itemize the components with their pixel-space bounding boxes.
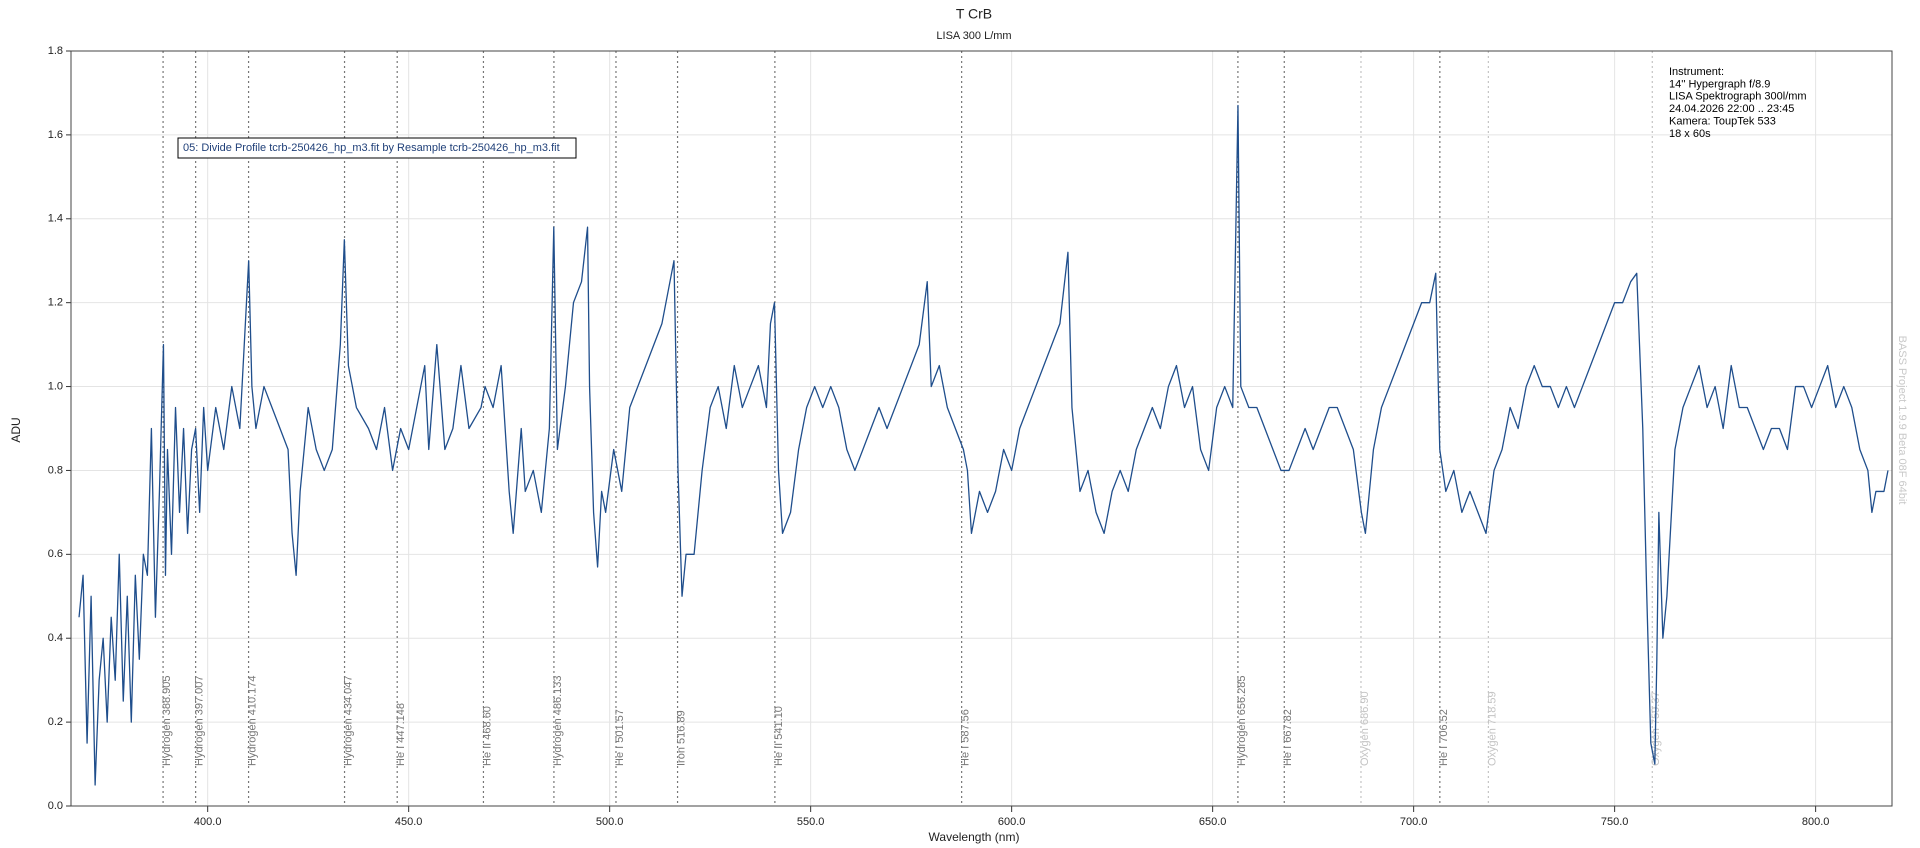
x-tick-label: 600.0 bbox=[998, 816, 1026, 828]
x-tick-label: 800.0 bbox=[1802, 816, 1830, 828]
y-tick-label: 0.2 bbox=[48, 716, 63, 728]
x-tick-label: 450.0 bbox=[395, 816, 423, 828]
info-line: Instrument: bbox=[1669, 66, 1724, 78]
y-tick-label: 0.4 bbox=[48, 632, 63, 644]
line-marker-label: Hydrogen 410.174 bbox=[246, 675, 258, 766]
annotation-box bbox=[177, 137, 577, 159]
y-tick-label: 0.0 bbox=[48, 800, 63, 812]
line-marker-label: Hydrogen 486.133 bbox=[552, 675, 564, 766]
line-marker-label: He I 667.82 bbox=[1282, 709, 1294, 766]
line-marker-label: Oxygen 718.59 bbox=[1486, 691, 1498, 766]
line-marker-label: Iron 516.89 bbox=[675, 710, 687, 766]
plot-frame bbox=[70, 50, 1893, 807]
x-tick-label: 650.0 bbox=[1199, 816, 1227, 828]
line-marker-label: He II 468.60 bbox=[481, 706, 493, 766]
x-tick-label: 750.0 bbox=[1601, 816, 1629, 828]
line-marker-label: Oxygen 686.90 bbox=[1359, 691, 1371, 766]
info-line: 14'' Hypergraph f/8.9 bbox=[1669, 78, 1770, 90]
info-line: LISA Spektrograph 300l/mm bbox=[1669, 91, 1807, 103]
x-tick-label: 500.0 bbox=[596, 816, 624, 828]
line-marker-label: Hydrogen 388.905 bbox=[161, 675, 173, 766]
line-marker-label: Hydrogen 656.285 bbox=[1236, 675, 1248, 766]
line-marker-label: Hydrogen 397.007 bbox=[194, 675, 206, 766]
x-tick-label: 400.0 bbox=[194, 816, 222, 828]
y-tick-label: 1.6 bbox=[48, 129, 63, 141]
x-tick-label: 700.0 bbox=[1400, 816, 1428, 828]
y-tick-label: 1.2 bbox=[48, 297, 63, 309]
info-line: Kamera: ToupTek 533 bbox=[1669, 116, 1776, 128]
line-marker-label: He II 541.10 bbox=[773, 706, 785, 766]
y-axis-label: ADU bbox=[9, 417, 23, 442]
y-tick-label: 0.8 bbox=[48, 464, 63, 476]
chart-subtitle: LISA 300 L/mm bbox=[936, 30, 1011, 42]
y-tick-label: 0.6 bbox=[48, 548, 63, 560]
chart-title: T CrB bbox=[956, 6, 992, 22]
y-tick-label: 1.8 bbox=[48, 45, 63, 57]
line-marker-label: Hydrogen 434.047 bbox=[342, 675, 354, 766]
spectrum-line bbox=[78, 104, 1889, 786]
line-marker-label: He I 706.52 bbox=[1438, 709, 1450, 766]
watermark: BASS Project 1.9.9 Beta 08F 64bit bbox=[1896, 336, 1908, 505]
info-line: 18 x 60s bbox=[1669, 128, 1711, 140]
info-line: 24.04.2026 22:00 .. 23:45 bbox=[1669, 103, 1794, 115]
x-tick-label: 550.0 bbox=[797, 816, 825, 828]
annotation: 05: Divide Profile tcrb-250426_hp_m3.fit… bbox=[183, 142, 560, 154]
line-marker-label: He I 587.56 bbox=[960, 709, 972, 766]
line-marker-label: Oxygen 759.37 bbox=[1650, 691, 1662, 766]
line-marker-label: He I 501.57 bbox=[614, 709, 626, 766]
y-tick-label: 1.4 bbox=[48, 213, 63, 225]
y-tick-label: 1.0 bbox=[48, 380, 63, 392]
x-axis-label: Wavelength (nm) bbox=[929, 830, 1020, 844]
line-marker-label: He I 447.148 bbox=[395, 703, 407, 766]
